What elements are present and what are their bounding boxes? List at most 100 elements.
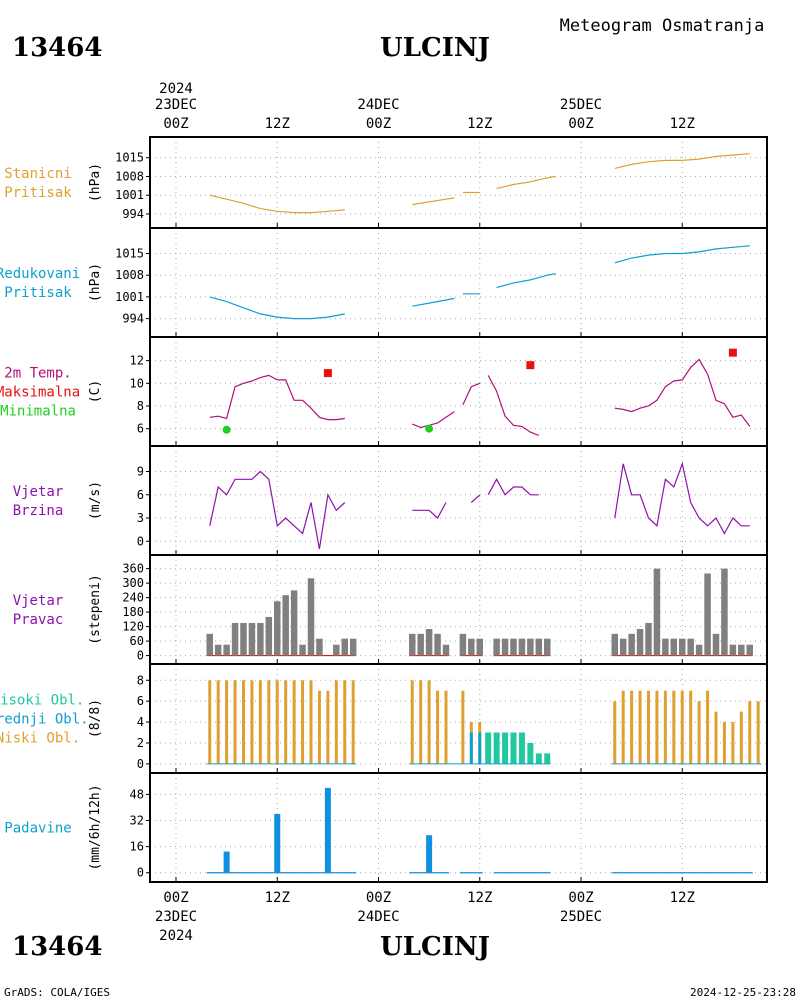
y-tick-label: 8	[137, 399, 144, 413]
low-cloud-bar	[267, 680, 271, 764]
station-id-top: 13464	[12, 33, 102, 63]
panels: 994100110081015(hPa)StanicniPritisak9941…	[0, 136, 768, 883]
bottom-date-label: 23DEC	[155, 909, 197, 925]
low-cloud-bar	[275, 680, 279, 764]
y-tick-label: 32	[130, 814, 144, 828]
y-tick-label: 48	[130, 787, 144, 801]
low-cloud-bar	[655, 690, 659, 764]
panel-label: Stanicni	[4, 166, 71, 182]
y-tick-label: 2	[137, 736, 144, 750]
low-cloud-bar	[410, 680, 414, 764]
wind-direction-bar	[274, 601, 281, 656]
low-cloud-bar	[714, 711, 718, 764]
wind-direction-bar	[299, 644, 306, 656]
series-line	[614, 245, 750, 264]
series-line	[487, 478, 539, 496]
low-cloud-bar	[461, 690, 465, 764]
low-cloud-bar	[680, 690, 684, 764]
series-line	[412, 411, 455, 429]
y-tick-label: 0	[137, 534, 144, 548]
bottom-hour-label: 12Z	[467, 890, 492, 906]
panel-label: Brzina	[13, 503, 64, 519]
timestamp-label: 2024-12-25-23:28	[690, 986, 796, 999]
y-tick-label: 9	[137, 465, 144, 479]
low-cloud-bar	[697, 701, 701, 764]
low-cloud-bar	[309, 680, 313, 764]
bottom-date-label: 24DEC	[357, 909, 399, 925]
bottom-hour-label: 12Z	[265, 890, 290, 906]
low-cloud-bar	[706, 690, 710, 764]
wind-direction-bar	[544, 638, 551, 656]
wind-direction-bar	[729, 644, 737, 656]
wind-direction-bar	[409, 633, 416, 656]
y-tick-label: 1008	[115, 169, 144, 183]
panel-label: Vjetar	[13, 593, 64, 609]
series-line	[487, 375, 540, 437]
y-tick-label: 180	[122, 605, 144, 619]
wind-direction-bar	[746, 644, 753, 656]
wind-direction-bar	[628, 633, 635, 656]
y-tick-label: 4	[137, 715, 144, 729]
top-hour-label: 00Z	[163, 116, 188, 132]
y-tick-label: 994	[122, 207, 144, 221]
wind-direction-bar	[349, 638, 357, 656]
y-tick-label: 0	[137, 757, 144, 771]
top-hour-label: 12Z	[265, 116, 290, 132]
y-tick-label: 0	[137, 866, 144, 880]
y-tick-label: 3	[137, 511, 144, 525]
y-axis-unit: (hPa)	[88, 263, 103, 302]
y-tick-label: 16	[130, 840, 144, 854]
precip-bar	[223, 851, 230, 873]
wind-direction-bar	[434, 633, 441, 656]
panel-wind-speed: 0 3 6 9 (m/s) Vjetar Brzina	[13, 445, 768, 556]
low-cloud-bar	[722, 722, 726, 764]
panel-frame	[149, 227, 768, 338]
wind-direction-bar	[442, 644, 450, 656]
bottom-hour-label: 00Z	[163, 890, 188, 906]
wind-direction-bar	[518, 638, 526, 656]
bottom-hour-label: 00Z	[568, 890, 593, 906]
y-tick-label: 360	[122, 562, 144, 576]
wind-direction-bar	[636, 629, 644, 656]
y-tick-label: 300	[122, 576, 144, 590]
wind-direction-bar	[662, 638, 669, 656]
wind-direction-bar	[341, 638, 348, 656]
max-temp-marker	[323, 369, 332, 378]
series-line	[614, 153, 750, 169]
wind-direction-bar	[425, 629, 433, 656]
panel-label: Visoki Obl.	[0, 693, 84, 709]
panel-label: Pritisak	[4, 285, 72, 301]
series-line	[209, 470, 346, 550]
y-tick-label: 1001	[115, 290, 144, 304]
wind-direction-bar	[501, 638, 509, 656]
wind-direction-bar	[679, 638, 686, 656]
wind-direction-bar	[653, 568, 661, 656]
wind-direction-bar	[687, 638, 694, 656]
low-cloud-bar	[613, 701, 617, 764]
panel-label: 2m Temp.	[4, 366, 71, 382]
wind-direction-bar	[231, 622, 239, 656]
panel-frame	[149, 772, 768, 883]
wind-direction-bar	[619, 638, 627, 656]
wind-direction-bar	[527, 638, 534, 656]
low-cloud-bar	[739, 711, 743, 764]
station-name-top: ULCINJ	[380, 33, 490, 63]
wind-direction-bar	[476, 638, 483, 656]
low-cloud-bar	[436, 690, 440, 764]
y-tick-label: 6	[137, 422, 144, 436]
low-cloud-bar	[216, 680, 220, 764]
panel-label: Pravac	[13, 612, 64, 628]
wind-direction-bar	[611, 633, 618, 656]
y-axis-unit: (8/8)	[88, 699, 103, 738]
low-cloud-bar	[630, 690, 634, 764]
panel-label: Pritisak	[4, 185, 72, 201]
panel-frame	[149, 336, 768, 447]
panel-label: Vjetar	[13, 484, 64, 500]
y-tick-label: 60	[130, 634, 144, 648]
top-hour-label: 00Z	[366, 116, 391, 132]
panel-reduced-pressure: 994 1001 1008 1015 (hPa) Redukovani Pritisak	[0, 227, 768, 338]
panel-label: Srednji Obl.	[0, 712, 89, 728]
middle-cloud-bar	[469, 732, 473, 764]
wind-direction-bar	[535, 638, 543, 656]
top-date-label: 23DEC	[155, 97, 197, 113]
